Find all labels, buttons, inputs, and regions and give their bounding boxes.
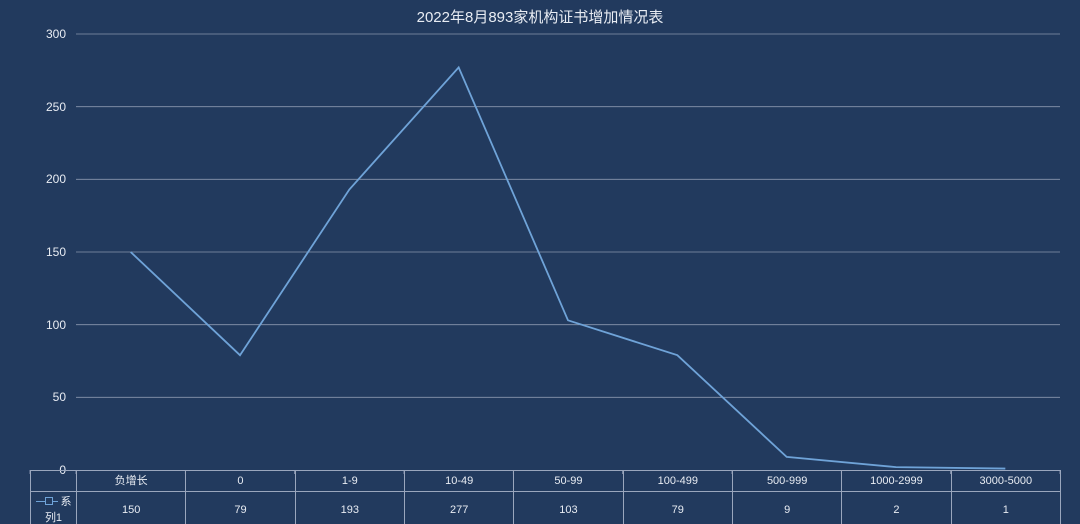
value-cell: 150 — [77, 492, 186, 524]
category-header: 10-49 — [404, 471, 513, 492]
category-header: 3000-5000 — [951, 471, 1060, 492]
value-cell: 9 — [732, 492, 841, 524]
chart-container: 2022年8月893家机构证书增加情况表 050100150200250300 … — [0, 0, 1080, 524]
category-header: 1000-2999 — [842, 471, 951, 492]
category-header: 负增长 — [77, 471, 186, 492]
line-chart-svg — [0, 0, 1080, 524]
table-value-row: 系列11507919327710379921 — [31, 492, 1061, 524]
value-cell: 277 — [404, 492, 513, 524]
legend-marker-icon — [45, 497, 53, 505]
value-cell: 1 — [951, 492, 1060, 524]
category-header: 500-999 — [732, 471, 841, 492]
value-cell: 103 — [514, 492, 623, 524]
category-header: 100-499 — [623, 471, 732, 492]
value-cell: 79 — [186, 492, 295, 524]
series-line — [131, 67, 1006, 468]
category-header: 50-99 — [514, 471, 623, 492]
table-header-row: 负增长01-910-4950-99100-499500-9991000-2999… — [31, 471, 1061, 492]
value-cell: 193 — [295, 492, 404, 524]
value-cell: 79 — [623, 492, 732, 524]
data-table: 负增长01-910-4950-99100-499500-9991000-2999… — [30, 470, 1061, 524]
series-legend-cell: 系列1 — [31, 492, 77, 524]
category-header: 0 — [186, 471, 295, 492]
value-cell: 2 — [842, 492, 951, 524]
category-header: 1-9 — [295, 471, 404, 492]
legend-header-empty — [31, 471, 77, 492]
